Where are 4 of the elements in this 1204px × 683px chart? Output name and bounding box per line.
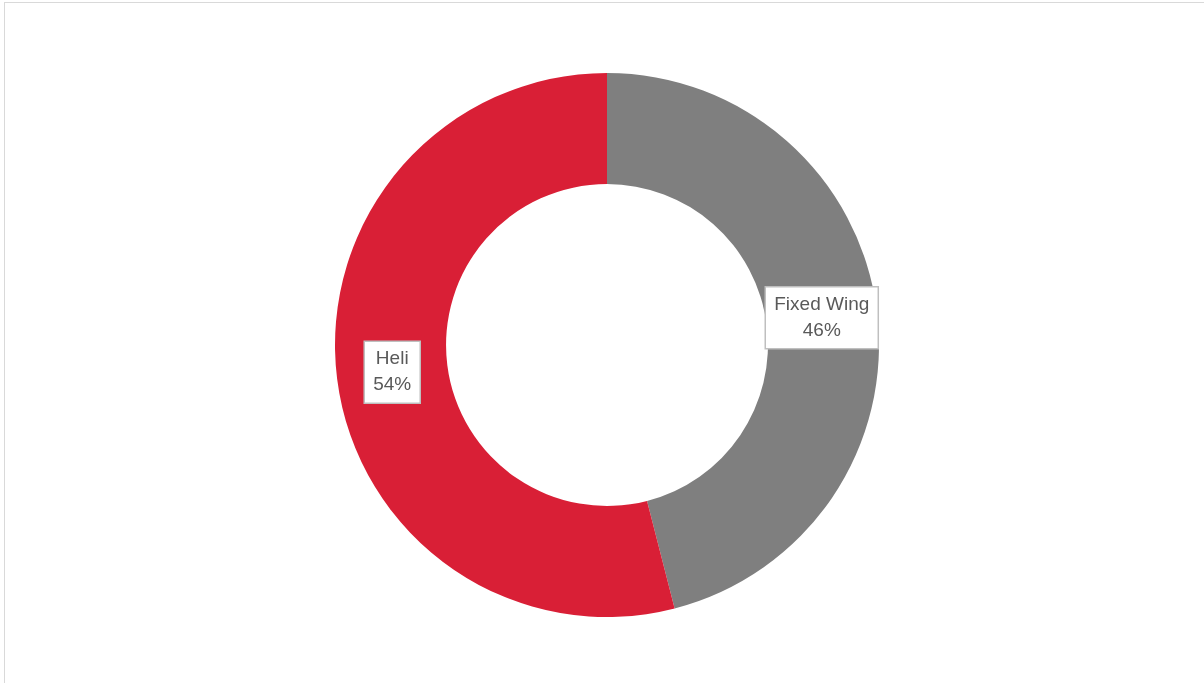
data-label: 54% [373, 373, 412, 395]
slice-label: Fixed Wing [774, 293, 870, 315]
slice-label: Heli [375, 347, 409, 369]
data-label: 46% [802, 319, 841, 341]
